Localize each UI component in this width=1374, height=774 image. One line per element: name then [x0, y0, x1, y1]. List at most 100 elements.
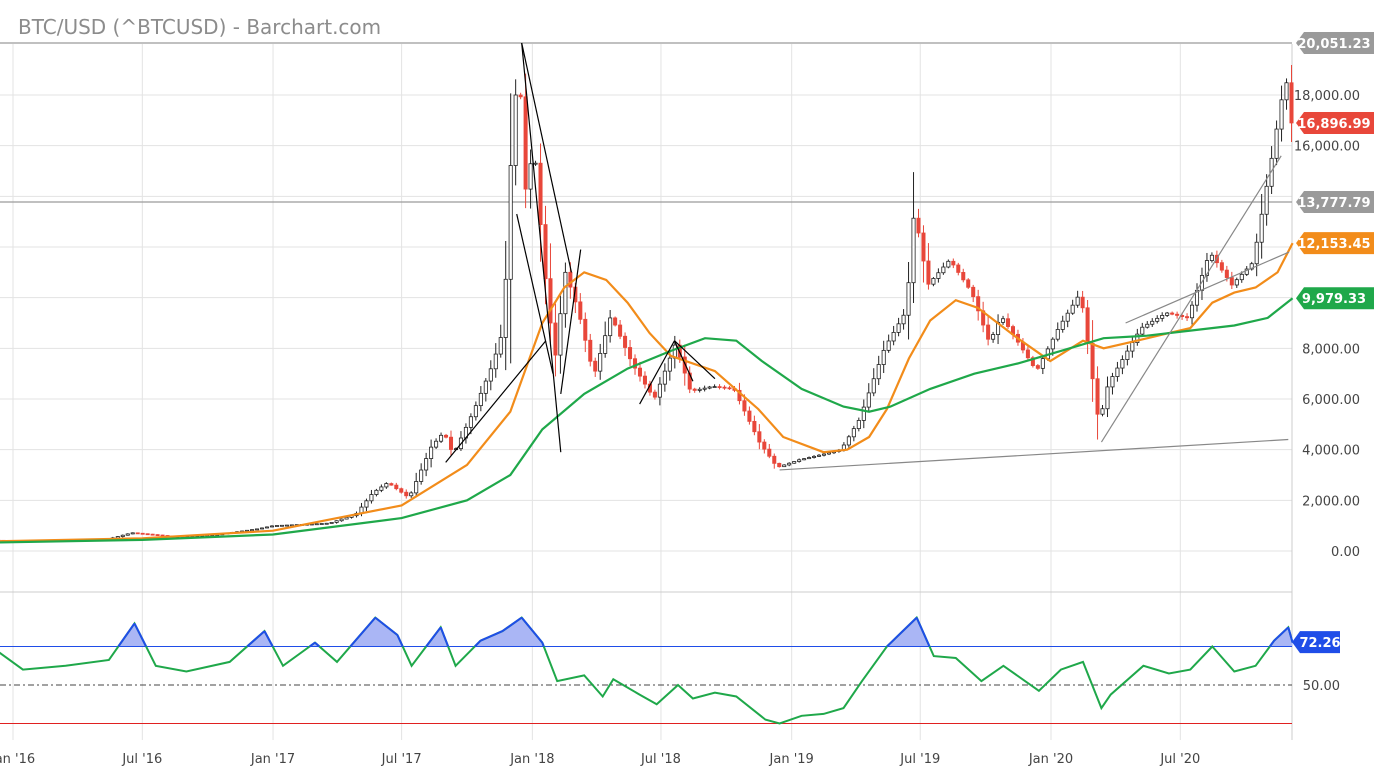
candle-body	[618, 324, 623, 337]
candle-body	[145, 533, 150, 536]
candle-body	[369, 494, 374, 502]
price-tick-label: 6,000.00	[1302, 393, 1360, 408]
candle-body	[1100, 408, 1105, 415]
candle-body	[737, 389, 742, 402]
price-tag: 12,153.45	[1296, 232, 1374, 255]
time-tick-label: Jul '19	[899, 752, 940, 767]
candle-body	[916, 217, 921, 234]
rsi-tick-label: 50.00	[1303, 679, 1340, 694]
candle-body	[255, 528, 260, 531]
moving-average-line	[0, 297, 1294, 544]
candle-body	[742, 400, 747, 412]
trendline	[521, 42, 573, 273]
candle-body	[986, 324, 991, 340]
candle-body	[155, 534, 160, 536]
candle-body	[911, 217, 916, 284]
candle-body	[558, 313, 563, 356]
candle-body	[921, 232, 926, 262]
candle-body	[797, 459, 802, 462]
candle-body	[130, 532, 135, 535]
candle-body	[702, 387, 707, 390]
candle-body	[1249, 263, 1254, 270]
price-tag-shape	[1296, 190, 1374, 213]
candle-body	[150, 533, 155, 536]
candle-body	[772, 455, 777, 464]
candle-body	[274, 525, 279, 527]
candle-body	[250, 529, 255, 532]
time-tick-label: Jul '20	[1159, 752, 1200, 767]
rsi-panel	[0, 615, 1294, 725]
chart-title: BTC/USD (^BTCUSD) - Barchart.com	[18, 15, 381, 39]
price-tag: 16,896.99	[1296, 111, 1374, 134]
candle-body	[667, 357, 672, 372]
candle-body	[901, 314, 906, 325]
price-panel	[0, 42, 1294, 544]
candle-body	[976, 296, 981, 312]
time-tick-label: Jan '20	[1028, 752, 1073, 767]
candle-body	[339, 518, 344, 522]
candle-body	[523, 96, 528, 190]
candle-body	[956, 264, 961, 273]
rsi-line	[0, 615, 1294, 725]
candle-body	[1075, 296, 1080, 306]
candle-body	[374, 489, 379, 495]
candle-body	[971, 286, 976, 298]
candle-body	[1135, 333, 1140, 344]
candle-body	[1160, 314, 1165, 319]
time-axis: Jan '16 Jul '16 Jan '17 Jul '17 Jan '18 Jul '…	[0, 752, 1200, 767]
rsi-tag-label: 72.26	[1299, 636, 1340, 651]
candle-body	[543, 224, 548, 280]
candle-body	[752, 420, 757, 433]
candle-body	[284, 524, 289, 527]
candle-body	[568, 271, 573, 288]
price-tick-label: 16,000.00	[1294, 140, 1360, 155]
candle-body	[583, 318, 588, 341]
candle-body	[384, 483, 389, 488]
candle-body	[404, 491, 409, 497]
time-tick-label: Jul '18	[640, 752, 681, 767]
candle-body	[608, 317, 613, 337]
candle-body	[682, 356, 687, 374]
candle-body	[941, 266, 946, 274]
candle-body	[1025, 349, 1030, 359]
candle-body	[1140, 326, 1145, 335]
candle-body	[1264, 185, 1269, 215]
candle-body	[717, 386, 722, 388]
candle-body	[886, 340, 891, 351]
candle-body	[264, 526, 270, 529]
candle-body	[434, 440, 439, 448]
candle-body	[488, 368, 493, 382]
horizontal-lines	[0, 42, 1292, 203]
price-tag-label: 12,153.45	[1297, 237, 1370, 252]
candle-body	[478, 392, 483, 407]
candle-body	[1155, 317, 1160, 322]
candle-body	[1234, 279, 1239, 286]
candle-body	[1274, 128, 1279, 159]
candle-body	[807, 457, 812, 460]
price-tag-label: 16,896.99	[1297, 117, 1370, 132]
candle-body	[394, 484, 399, 490]
candle-body	[1115, 367, 1120, 377]
rsi-tag-shape	[1292, 631, 1340, 654]
candle-body	[722, 386, 727, 389]
candle-body	[1165, 312, 1170, 316]
candle-body	[961, 272, 966, 281]
candle-body	[1120, 359, 1125, 369]
candle-body	[1185, 316, 1190, 319]
candle-body	[1055, 329, 1060, 340]
candle-body	[553, 322, 558, 356]
candle-body	[906, 282, 911, 316]
time-tick-label: Jan '18	[509, 752, 554, 767]
candle-body	[279, 524, 284, 527]
candle-body	[1065, 312, 1070, 322]
trendline	[445, 340, 547, 463]
candle-body	[1229, 277, 1234, 286]
candle-body	[593, 360, 598, 372]
candle-body	[289, 524, 294, 527]
candle-body	[896, 323, 901, 333]
candle-body	[707, 386, 712, 389]
candle-body	[1289, 82, 1294, 124]
candle-body	[538, 162, 543, 225]
candle-body	[821, 453, 827, 456]
candle-body	[812, 455, 817, 458]
